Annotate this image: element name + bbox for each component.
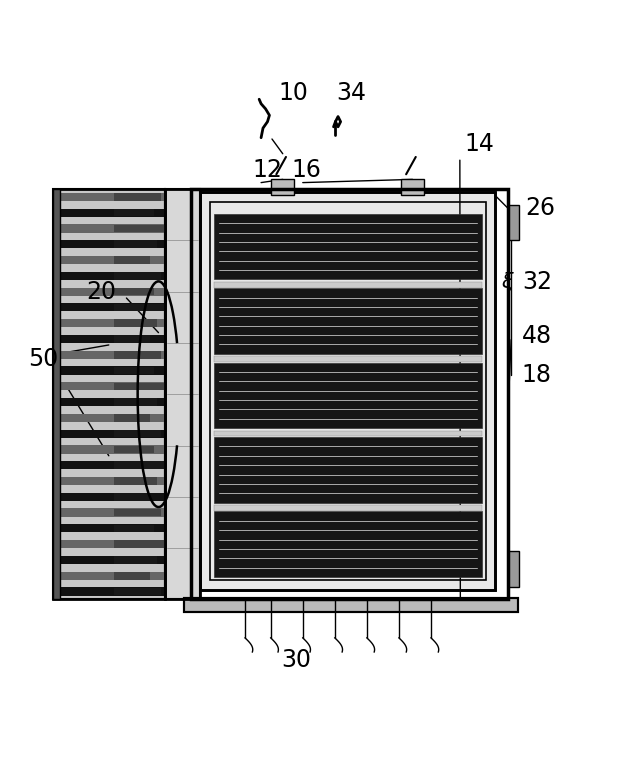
Bar — [54, 367, 164, 375]
Bar — [214, 505, 482, 511]
Bar — [115, 572, 150, 579]
Text: 12: 12 — [252, 158, 283, 181]
Bar — [54, 398, 164, 406]
Bar — [54, 288, 164, 296]
Bar — [115, 414, 150, 421]
Bar — [214, 282, 482, 288]
Bar — [115, 367, 153, 375]
Bar — [54, 271, 164, 280]
Bar — [54, 445, 164, 454]
Bar — [115, 540, 165, 548]
Bar — [54, 224, 164, 232]
Bar — [54, 429, 164, 438]
Bar — [115, 398, 157, 406]
Bar — [54, 335, 164, 343]
Bar — [115, 461, 165, 469]
Bar — [191, 189, 508, 599]
Text: 20: 20 — [86, 280, 116, 303]
Bar — [214, 363, 482, 429]
Text: 16: 16 — [291, 158, 321, 181]
Bar — [508, 551, 520, 586]
Bar — [115, 477, 157, 485]
Bar — [115, 303, 165, 311]
Bar — [115, 493, 150, 500]
Text: 10: 10 — [278, 81, 308, 105]
Text: 34: 34 — [336, 81, 366, 105]
Bar — [214, 356, 482, 362]
Text: 32: 32 — [522, 270, 552, 294]
Bar — [54, 382, 164, 390]
Bar — [165, 189, 200, 599]
Bar — [53, 189, 165, 599]
Bar — [115, 256, 150, 264]
Bar — [115, 209, 153, 217]
Bar — [271, 179, 294, 196]
Bar — [54, 524, 164, 533]
Bar — [54, 556, 164, 564]
Bar — [53, 189, 61, 599]
Bar — [54, 540, 164, 548]
Bar — [54, 508, 164, 517]
Bar — [508, 205, 520, 240]
Bar — [115, 193, 161, 201]
Bar — [54, 461, 164, 469]
Bar — [200, 192, 495, 590]
Bar — [54, 572, 164, 579]
Bar — [115, 224, 165, 232]
Bar — [53, 189, 165, 599]
Bar — [54, 587, 164, 596]
Text: 14: 14 — [464, 132, 494, 156]
Bar — [54, 493, 164, 501]
Bar — [214, 214, 482, 279]
Text: 48: 48 — [522, 325, 552, 349]
Bar — [115, 525, 153, 533]
Bar — [115, 351, 161, 358]
Bar — [115, 556, 157, 564]
Bar — [54, 414, 164, 422]
Bar — [200, 192, 495, 590]
Bar — [401, 179, 424, 196]
Bar — [214, 511, 482, 577]
Bar — [214, 431, 482, 436]
Bar — [115, 288, 153, 296]
Bar — [54, 319, 164, 328]
Bar — [54, 303, 164, 311]
Bar — [115, 241, 157, 248]
Bar — [115, 446, 153, 454]
Bar — [214, 437, 482, 503]
Bar — [54, 193, 164, 201]
Bar — [184, 598, 518, 612]
Bar — [115, 319, 157, 327]
Text: $\xi$: $\xi$ — [501, 270, 515, 294]
Bar — [54, 477, 164, 485]
Bar — [54, 256, 164, 264]
Bar — [54, 240, 164, 249]
Bar — [210, 202, 486, 580]
Bar — [165, 189, 200, 599]
Bar — [115, 588, 161, 595]
Bar — [115, 335, 150, 343]
Bar — [184, 598, 518, 612]
Bar — [115, 509, 161, 516]
Bar — [54, 209, 164, 217]
Bar — [214, 289, 482, 353]
Bar — [115, 272, 161, 280]
Text: 50: 50 — [28, 347, 58, 371]
Bar — [54, 350, 164, 359]
Text: 30: 30 — [281, 648, 311, 673]
Bar — [115, 382, 165, 390]
Text: 18: 18 — [522, 363, 552, 387]
Bar — [115, 430, 161, 437]
Text: 26: 26 — [525, 196, 555, 221]
